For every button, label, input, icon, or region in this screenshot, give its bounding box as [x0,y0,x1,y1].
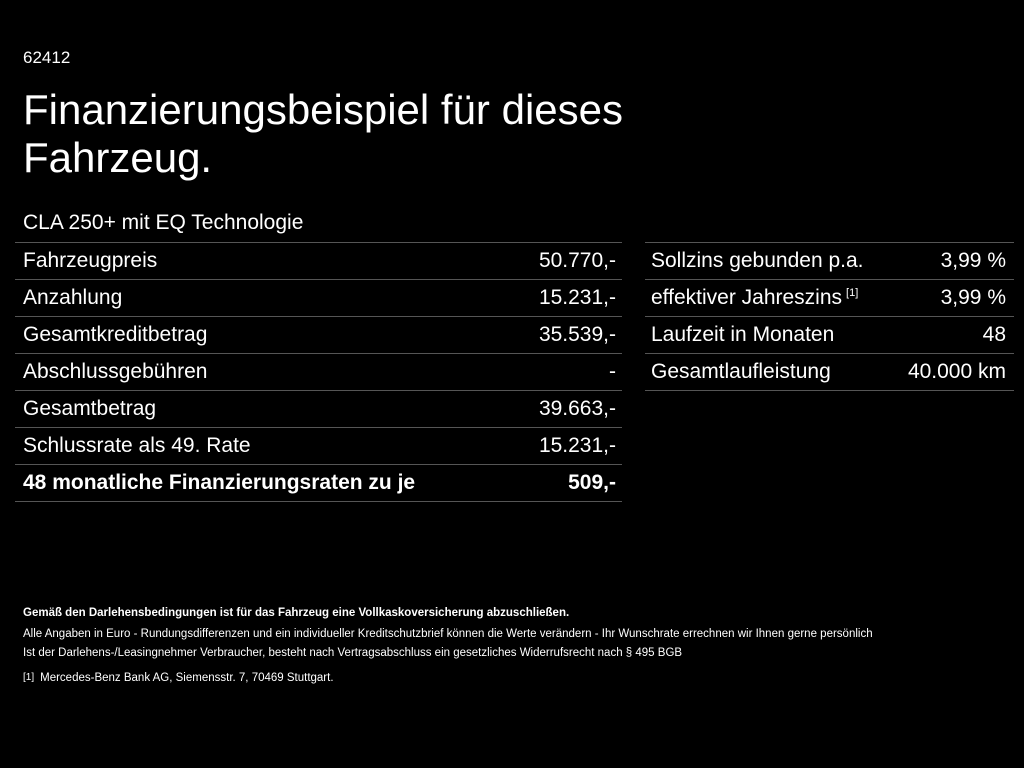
row-label: Anzahlung [23,286,123,309]
row-value: 509,- [568,471,616,494]
row-label: Schlussrate als 49. Rate [23,434,251,457]
table-row: Gesamtlaufleistung 40.000 km [645,354,1014,391]
row-label: Abschlussgebühren [23,360,208,383]
financing-table: Fahrzeugpreis 50.770,- Anzahlung 15.231,- … [15,242,622,502]
table-row: Schlussrate als 49. Rate 15.231,- [15,428,622,465]
table-row: Abschlussgebühren - [15,354,622,391]
row-label: Laufzeit in Monaten [651,323,835,346]
footnote-text: Mercedes-Benz Bank AG, Siemensstr. 7, 70… [40,672,334,684]
footnote-marker: [1] [23,672,35,683]
row-value: 48 [982,323,1006,346]
row-value: 40.000 km [907,360,1006,383]
table-row: effektiver Jahreszins [1] 3,99 % [645,280,1014,317]
row-value: 39.663,- [538,397,616,420]
row-label: Gesamtbetrag [23,397,157,420]
withdrawal-note: Ist der Darlehens-/Leasingnehmer Verbrau… [23,647,683,659]
row-label: Gesamtkreditbetrag [23,323,208,346]
table-row: Sollzins gebunden p.a. 3,99 % [645,243,1014,280]
offer-code: 62412 [23,48,71,67]
row-value: 3,99 % [940,286,1006,309]
row-value: - [609,360,616,383]
row-label: Sollzins gebunden p.a. [651,249,864,272]
monthly-rate-row: 48 monatliche Finanzierungsraten zu je 50… [15,465,622,502]
row-label: Gesamtlaufleistung [651,360,831,383]
footnote-ref: [1] [846,287,859,299]
vehicle-model: CLA 250+ mit EQ Technologie [23,211,304,234]
table-row: Gesamtkreditbetrag 35.539,- [15,317,622,354]
row-value: 3,99 % [940,249,1006,272]
row-label: Fahrzeugpreis [23,249,158,272]
row-value: 15.231,- [538,434,616,457]
disclaimer-note: Alle Angaben in Euro - Rundungsdifferenz… [23,628,873,640]
row-value: 35.539,- [538,323,616,346]
table-row: Laufzeit in Monaten 48 [645,317,1014,354]
footnote: [1] Mercedes-Benz Bank AG, Siemensstr. 7,… [23,672,334,684]
table-row: Fahrzeugpreis 50.770,- [15,243,622,280]
insurance-note: Gemäß den Darlehensbedingungen ist für d… [23,607,570,619]
interest-table: Sollzins gebunden p.a. 3,99 % effektiver … [645,242,1014,391]
row-value: 15.231,- [538,286,616,309]
table-row: Anzahlung 15.231,- [15,280,622,317]
page-title: Finanzierungsbeispiel für dieses Fahrzeu… [23,86,623,181]
table-row: Gesamtbetrag 39.663,- [15,391,622,428]
row-label: 48 monatliche Finanzierungsraten zu je [23,471,416,494]
row-value: 50.770,- [538,249,616,272]
row-label: effektiver Jahreszins [651,286,843,309]
